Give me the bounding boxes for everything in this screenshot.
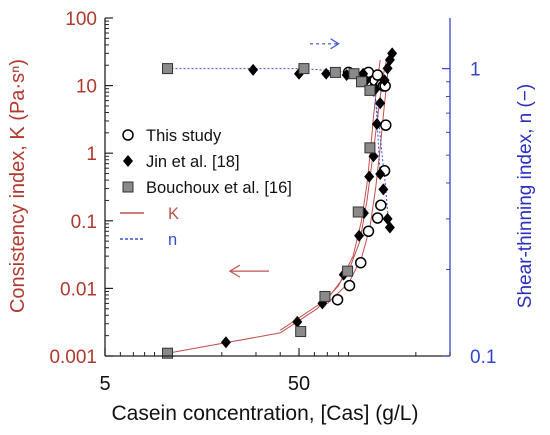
circle-point-K (371, 212, 384, 224)
diamond-point-n (248, 63, 259, 76)
x-axis-label: Casein concentration, [Cas] (g/L) (112, 402, 419, 425)
y-left-tick-label: 0.01 (60, 279, 97, 300)
square-point-n (364, 84, 376, 96)
circle-point-K (343, 279, 356, 292)
legend-marker-square (122, 181, 134, 193)
diamond-point-K (375, 97, 386, 110)
legend-item: n (120, 231, 177, 249)
diamond-point-K (387, 47, 398, 60)
fit-line-K (167, 59, 381, 354)
diamond-point-n (378, 183, 389, 196)
square-point-K (295, 326, 307, 338)
y-axis-right-label: Shear-thinning index, n (−) (515, 84, 536, 308)
arrow-n-head (330, 38, 340, 50)
square-point-K (162, 347, 174, 359)
legend-label: Jin et al. [18] (146, 153, 240, 171)
y-right-tick-label: 1 (470, 60, 481, 81)
circle-point-K (375, 199, 387, 211)
arrow-K-head (228, 264, 241, 278)
legend-item: Bouchoux et al. [16] (122, 179, 292, 197)
legend-marker-diamond (123, 155, 133, 167)
y-right-tick-label: 0.1 (470, 347, 496, 368)
circle-point-K (362, 225, 375, 238)
legend-item: Jin et al. [18] (123, 153, 240, 171)
legend: This study Jin et al. [18] Bouchoux et al.… (120, 127, 292, 249)
circle-point-K (380, 119, 392, 131)
circle-point-n (371, 69, 384, 81)
square-point-K (342, 265, 354, 277)
diamond-point-K (364, 170, 375, 183)
diamond-point-K (379, 74, 390, 87)
square-point-n (162, 63, 174, 75)
square-point-K (319, 290, 331, 302)
circle-point-K (331, 293, 344, 306)
square-point-n (298, 63, 310, 75)
x-tick-label: 5 (99, 373, 110, 395)
square-point-n (329, 66, 341, 78)
y-left-tick-label: 10 (76, 77, 97, 98)
square-point-n (348, 68, 360, 80)
y-left-tick-label: 0.1 (71, 212, 97, 233)
legend-item: K (120, 205, 179, 223)
y-left-tick-label: 100 (65, 9, 97, 30)
diamond-point-n (321, 67, 332, 80)
diamond-point-n (384, 221, 395, 234)
square-point-n (356, 76, 368, 88)
y-left-tick-label: 1 (86, 144, 97, 165)
y-axis-left-label: Consistency index, K (Pa·sⁿ) (7, 59, 29, 313)
diamond-point-K (354, 229, 365, 242)
y-left-tick-label: 0.001 (49, 347, 97, 368)
axes: 5 50 0.001 0.01 0.1 1 10 100 0.1 1 (49, 9, 496, 395)
diamond-point-n (375, 167, 386, 180)
legend-label: n (168, 231, 177, 249)
legend-marker-circle (122, 129, 134, 141)
legend-item: This study (122, 127, 222, 145)
circle-point-K (354, 256, 367, 269)
square-point-K (352, 206, 364, 218)
legend-label: This study (146, 127, 222, 145)
fit-line-K (279, 57, 388, 331)
diamond-point-K (371, 118, 382, 131)
plot-area (162, 38, 398, 359)
diamond-point-K (220, 336, 231, 349)
x-tick-label: 50 (288, 373, 310, 395)
square-point-K (364, 142, 376, 154)
legend-label: K (168, 205, 179, 223)
diamond-point-K (292, 315, 303, 328)
legend-label: Bouchoux et al. [16] (146, 179, 292, 197)
